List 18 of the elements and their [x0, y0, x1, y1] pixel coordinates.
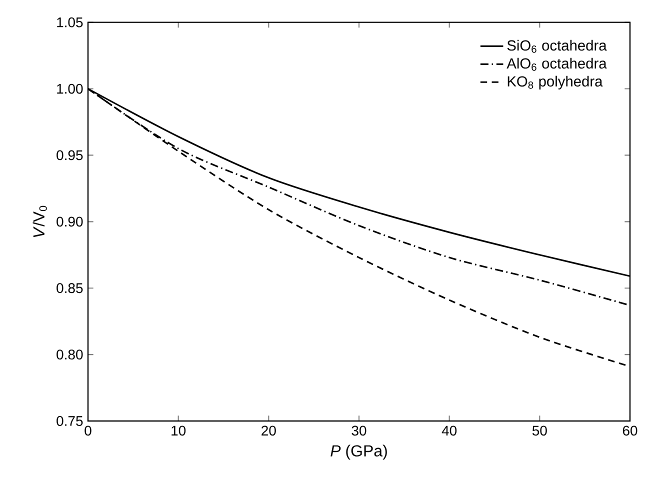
y-tick-label: 0.95: [56, 150, 83, 160]
x-axis-title: P (GPa): [330, 444, 387, 460]
x-tick-label: 30: [352, 426, 366, 436]
y-tick-label: 0.90: [56, 216, 83, 227]
legend-label: KO$_{8}$ polyhedra: [508, 76, 603, 90]
legend-label: SiO$_{6}$ octahedra: [507, 40, 607, 53]
y-tick-label: 1.05: [57, 17, 83, 28]
x-tick-label: 0: [84, 426, 92, 436]
y-tick-label: 0.80: [56, 350, 83, 360]
y-tick-label: 0.75: [56, 416, 83, 426]
x-tick-label: 10: [172, 426, 186, 436]
x-tick-label: 40: [442, 426, 457, 436]
x-tick-label: 50: [532, 426, 547, 436]
x-tick-label: 20: [262, 426, 276, 436]
y-tick-label: 1.00: [57, 84, 83, 94]
x-tick-label: 60: [622, 426, 638, 436]
legend-label: AlO$_{6}$ octahedra: [506, 58, 607, 71]
y-tick-label: 0.85: [56, 283, 83, 294]
